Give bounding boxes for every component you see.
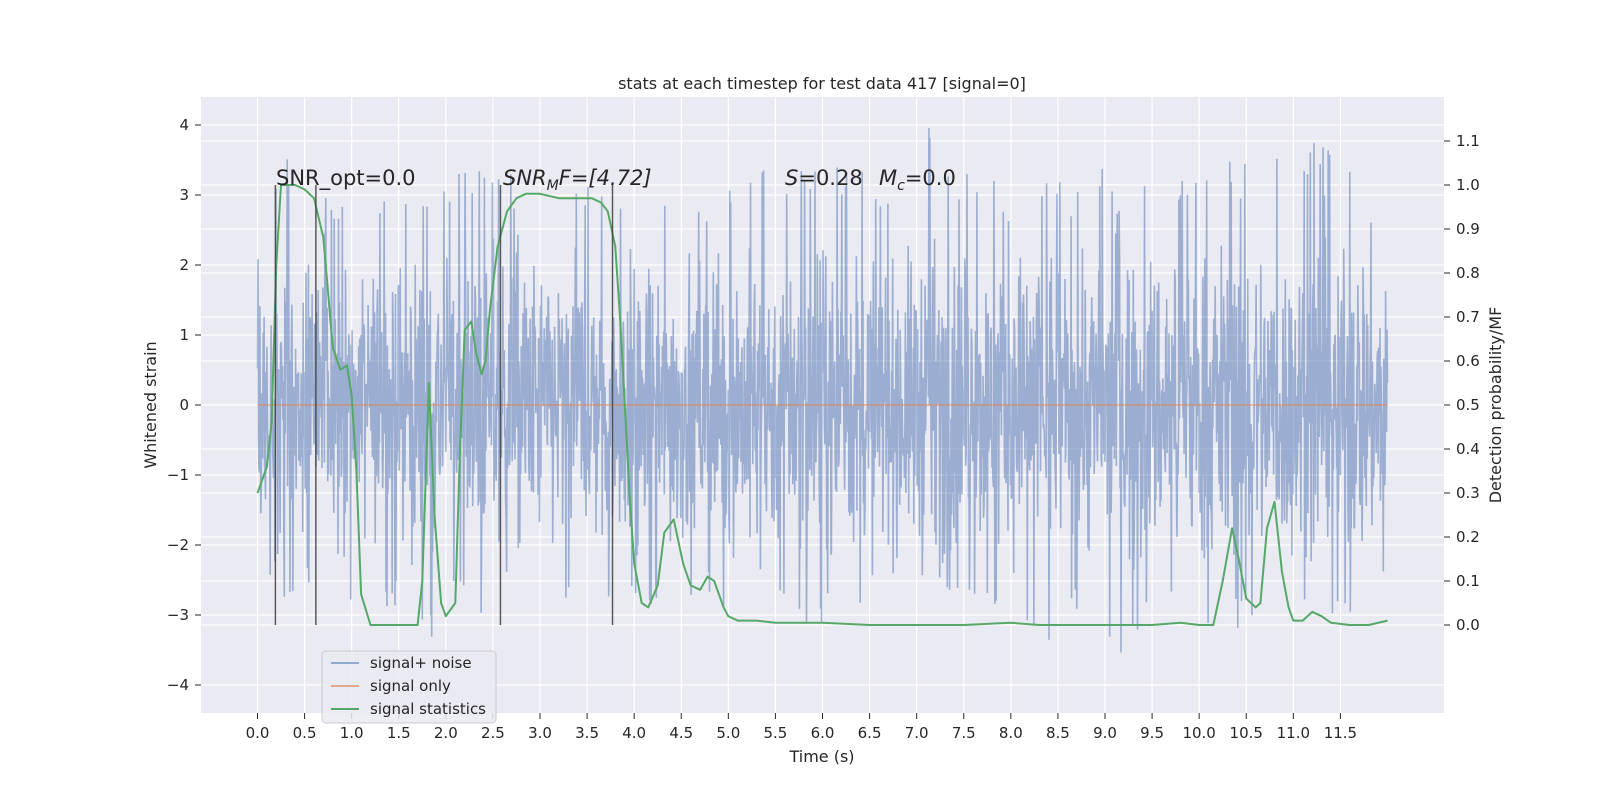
annotation-mc-symbol: M [879, 166, 897, 190]
series-signal-statistics [256, 184, 1388, 626]
x-tick-label-2: 1.0 [340, 724, 364, 742]
annotation-snr-mf-symbol: SNR [503, 166, 547, 190]
y-tick-label-1: 3 [179, 186, 189, 204]
legend: signal+ noise signal only signal statist… [321, 650, 497, 724]
annotation-mc-subscript: c [897, 178, 905, 194]
y-tick-label-2: 2 [179, 256, 189, 274]
series-signal-noise [256, 128, 1389, 653]
y-tick-label-8: −4 [167, 676, 189, 694]
vertical-markers [274, 185, 614, 625]
y-tick-label-4: 0 [179, 396, 189, 414]
x-tick-label-21: 10.5 [1230, 724, 1263, 742]
x-tick-label-17: 8.5 [1046, 724, 1070, 742]
x-tick-label-3: 1.5 [387, 724, 411, 742]
x-tick-label-13: 6.5 [858, 724, 882, 742]
x-tick-label-9: 4.5 [669, 724, 693, 742]
legend-box [321, 650, 497, 724]
yr-tick-label-5: 0.6 [1456, 352, 1480, 370]
x-tick-label-20: 10.0 [1182, 724, 1215, 742]
x-tick-label-4: 2.0 [434, 724, 458, 742]
x-tick-label-23: 11.5 [1324, 724, 1357, 742]
x-tick-label-8: 4.0 [622, 724, 646, 742]
x-tick-label-16: 8.0 [999, 724, 1023, 742]
x-tick-label-11: 5.5 [763, 724, 787, 742]
yr-tick-label-8: 0.3 [1456, 484, 1480, 502]
x-tick-label-15: 7.5 [952, 724, 976, 742]
signal-noise-line [256, 128, 1389, 653]
yr-tick-label-10: 0.1 [1456, 572, 1480, 590]
annotation-snr-mf-subscript: M [547, 178, 559, 194]
y-tick-label-3: 1 [179, 326, 189, 344]
yr-tick-label-6: 0.5 [1456, 396, 1480, 414]
y-axis-ticks: 4 3 2 1 0 −1 −2 −3 −4 [167, 116, 201, 694]
x-tick-label-6: 3.0 [528, 724, 552, 742]
x-tick-label-10: 5.0 [716, 724, 740, 742]
x-tick-label-1: 0.5 [293, 724, 317, 742]
yr-tick-label-3: 0.8 [1456, 264, 1480, 282]
signal-statistics-line [256, 184, 1388, 626]
y-tick-label-6: −2 [167, 536, 189, 554]
yr-tick-label-11: 0.0 [1456, 616, 1480, 634]
annotation-s: S=0.28 [785, 166, 863, 190]
yr-tick-label-1: 1.0 [1456, 176, 1480, 194]
y-right-axis-label: Detection probability/MF [1486, 307, 1505, 504]
chart-title: stats at each timestep for test data 417… [618, 74, 1026, 93]
annotation-s-value: =0.28 [798, 166, 862, 190]
legend-label-signal-statistics: signal statistics [370, 700, 486, 718]
x-tick-label-14: 7.0 [905, 724, 929, 742]
annotation-snr-mf: SNRMF=[4.72] [503, 166, 652, 194]
x-tick-label-0: 0.0 [246, 724, 270, 742]
annotation-mc-value: =0.0 [905, 166, 956, 190]
yr-tick-label-0: 1.1 [1456, 132, 1480, 150]
annotation-mc: Mc=0.0 [879, 166, 956, 194]
yr-tick-label-2: 0.9 [1456, 220, 1480, 238]
annotation-s-symbol: S [785, 166, 798, 190]
y-tick-label-5: −1 [167, 466, 189, 484]
legend-label-signal-only: signal only [370, 677, 451, 695]
x-tick-label-7: 3.5 [575, 724, 599, 742]
y-tick-label-0: 4 [179, 116, 189, 134]
y-axis-label: Whitened strain [141, 341, 160, 468]
yr-tick-label-4: 0.7 [1456, 308, 1480, 326]
x-tick-label-5: 2.5 [481, 724, 505, 742]
x-tick-label-22: 11.0 [1277, 724, 1310, 742]
x-axis-ticks: 0.0 0.5 1.0 1.5 2.0 2.5 3.0 3.5 4.0 4.5 5.0 5.5 6.0 6… [246, 713, 1357, 742]
yr-tick-label-7: 0.4 [1456, 440, 1480, 458]
legend-label-signal-noise: signal+ noise [370, 654, 472, 672]
x-tick-label-19: 9.5 [1140, 724, 1164, 742]
yr-tick-label-9: 0.2 [1456, 528, 1480, 546]
x-axis-label: Time (s) [788, 747, 854, 766]
y-right-axis-ticks: 1.1 1.0 0.9 0.8 0.7 0.6 0.5 0.4 0.3 0.2 0.1 0.0 [1444, 132, 1480, 634]
annotation-snr-mf-value: F=[4.72] [559, 166, 652, 190]
x-tick-label-12: 6.0 [811, 724, 835, 742]
x-tick-label-18: 9.0 [1093, 724, 1117, 742]
y-tick-label-7: −3 [167, 606, 189, 624]
annotation-snr-opt: SNR_opt=0.0 [276, 166, 416, 191]
